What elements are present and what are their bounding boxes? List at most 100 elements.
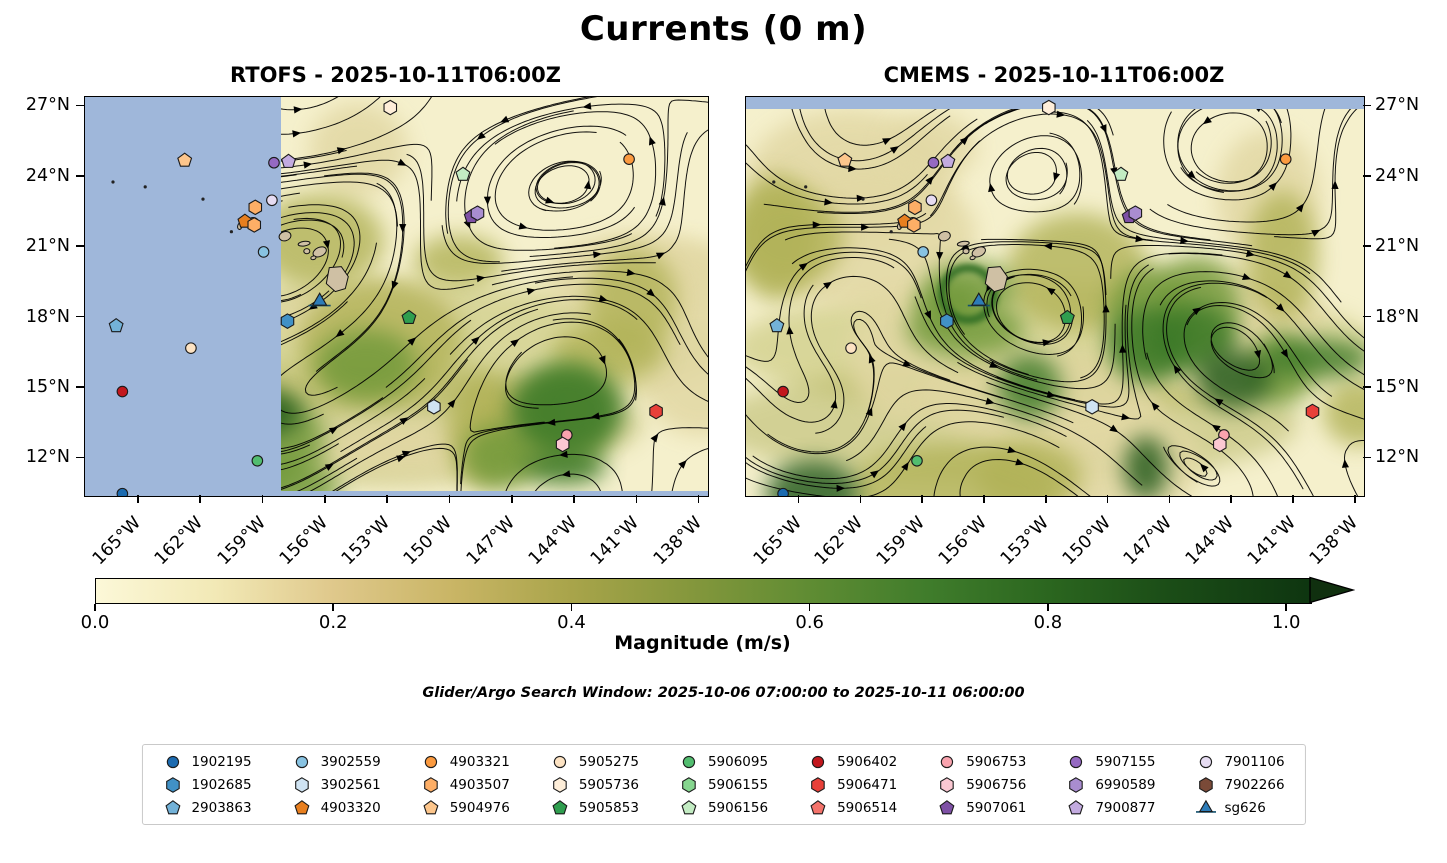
colorbar-tick bbox=[332, 604, 335, 611]
legend-item-1902685: 1902685 bbox=[162, 774, 252, 795]
pentagon-marker-icon bbox=[939, 799, 955, 814]
circle-marker-icon bbox=[166, 755, 179, 768]
hexagon-marker-icon bbox=[940, 776, 954, 793]
legend-label: 3902559 bbox=[320, 753, 381, 770]
lon-tick-label: 156°W bbox=[934, 512, 992, 570]
magnitude-blob bbox=[884, 113, 978, 181]
hexagon-marker-icon bbox=[1198, 776, 1213, 793]
legend-item-5904976: 5904976 bbox=[421, 797, 510, 818]
lon-tick-label: 141°W bbox=[587, 512, 644, 570]
magnitude-blob bbox=[1123, 436, 1168, 496]
legend-label: 5906156 bbox=[707, 799, 769, 816]
lon-tick bbox=[324, 495, 326, 503]
legend-item-7902266: 7902266 bbox=[1195, 774, 1285, 795]
map-panel-rtofs bbox=[84, 96, 709, 497]
pentagon-marker-icon bbox=[681, 799, 697, 814]
legend-item-7900877: 7900877 bbox=[1066, 797, 1155, 818]
lon-tick-label: 162°W bbox=[811, 512, 868, 570]
lon-tick bbox=[199, 495, 202, 503]
legend-label: 5905736 bbox=[578, 776, 639, 793]
lon-tick-label: 153°W bbox=[996, 512, 1053, 570]
legend-item-sg626: sg626 bbox=[1195, 797, 1284, 818]
legend-item-5906155: 5906155 bbox=[679, 774, 768, 795]
lat-tick bbox=[1363, 315, 1371, 318]
lon-tick bbox=[859, 495, 862, 503]
hexagon-marker-icon bbox=[553, 776, 567, 793]
pentagon-marker-icon bbox=[810, 799, 826, 814]
colorbar-tick-label: 0.0 bbox=[80, 612, 110, 633]
legend-item-5906402: 5906402 bbox=[808, 751, 897, 772]
magnitude-blob bbox=[997, 353, 1061, 419]
nodata-top-strip bbox=[746, 97, 1364, 109]
legend-item-5906753: 5906753 bbox=[937, 751, 1026, 772]
legend-label: 5906514 bbox=[837, 799, 898, 816]
legend-item-5905275: 5905275 bbox=[550, 751, 639, 772]
lat-tick bbox=[76, 245, 84, 247]
hexagon-marker-icon bbox=[294, 776, 309, 793]
lat-tick-label: 12°N bbox=[1375, 447, 1420, 468]
legend-label: 5906756 bbox=[966, 776, 1027, 793]
legend-label: 1902685 bbox=[191, 776, 252, 793]
colorbar-tick bbox=[94, 604, 96, 611]
circle-marker-icon bbox=[424, 755, 437, 768]
streamlines-layer bbox=[746, 97, 1364, 496]
nodata-bottom-strip bbox=[85, 491, 708, 496]
legend-label: 5905275 bbox=[578, 753, 639, 770]
lon-tick bbox=[797, 495, 800, 503]
pentagon-marker-icon bbox=[1068, 799, 1084, 814]
circle-marker-icon bbox=[1070, 755, 1083, 768]
lat-tick bbox=[76, 315, 84, 318]
lat-tick-label: 27°N bbox=[1375, 95, 1420, 116]
lon-tick bbox=[573, 495, 575, 503]
circle-marker-icon bbox=[295, 755, 308, 768]
colorbar-tick bbox=[570, 604, 573, 611]
lon-tick-label: 144°W bbox=[1182, 512, 1239, 570]
lon-tick bbox=[1044, 495, 1047, 503]
lat-tick bbox=[1363, 456, 1371, 459]
legend-label: 5905853 bbox=[578, 799, 639, 816]
legend-label: 6990589 bbox=[1095, 776, 1156, 793]
lat-tick-label: 21°N bbox=[1375, 236, 1420, 257]
lat-tick bbox=[76, 175, 84, 177]
lon-tick bbox=[1353, 495, 1356, 503]
lon-tick-label: 144°W bbox=[524, 512, 582, 570]
figure-title: Currents (0 m) bbox=[579, 9, 868, 49]
lat-tick-label: 15°N bbox=[1375, 377, 1420, 398]
lon-tick bbox=[448, 495, 451, 503]
map-panel-cmems bbox=[745, 96, 1365, 497]
lon-tick-label: 159°W bbox=[873, 512, 930, 570]
legend-label: 4903507 bbox=[449, 776, 510, 793]
magnitude-blob bbox=[746, 189, 845, 286]
legend-label: 5906471 bbox=[837, 776, 898, 793]
lat-tick bbox=[1363, 104, 1371, 107]
legend-item-1902195: 1902195 bbox=[162, 751, 252, 772]
legend-item-5907155: 5907155 bbox=[1066, 751, 1155, 772]
lon-tick bbox=[921, 495, 923, 503]
legend-label: 3902561 bbox=[320, 776, 381, 793]
lon-tick-label: 138°W bbox=[1305, 512, 1362, 570]
legend-label: 5907155 bbox=[1095, 753, 1156, 770]
float-markers-layer bbox=[108, 99, 663, 496]
legend-item-5905853: 5905853 bbox=[550, 797, 639, 818]
colorbar-tick bbox=[1047, 604, 1049, 611]
lon-tick bbox=[635, 495, 638, 503]
legend-item-7901106: 7901106 bbox=[1195, 751, 1285, 772]
colorbar-label: Magnitude (m/s) bbox=[614, 632, 791, 654]
legend-item-3902561: 3902561 bbox=[292, 774, 381, 795]
lat-tick-label: 18°N bbox=[25, 306, 70, 327]
lat-tick-label: 24°N bbox=[1375, 165, 1420, 186]
circle-marker-icon bbox=[811, 755, 825, 768]
lat-tick-label: 15°N bbox=[25, 377, 70, 398]
lon-tick-label: 150°W bbox=[1058, 512, 1115, 570]
lon-tick bbox=[983, 495, 985, 503]
legend-item-5907061: 5907061 bbox=[937, 797, 1026, 818]
hexagon-marker-icon bbox=[811, 776, 825, 793]
islands-layer bbox=[772, 180, 1008, 293]
lon-tick-label: 156°W bbox=[275, 512, 332, 570]
colorbar-tick-label: 0.6 bbox=[795, 612, 825, 633]
colorbar-tick bbox=[808, 604, 811, 611]
legend-label: 7900877 bbox=[1095, 799, 1156, 816]
lat-tick-label: 24°N bbox=[25, 165, 70, 186]
lat-tick bbox=[76, 386, 84, 388]
legend-item-3902559: 3902559 bbox=[292, 751, 381, 772]
